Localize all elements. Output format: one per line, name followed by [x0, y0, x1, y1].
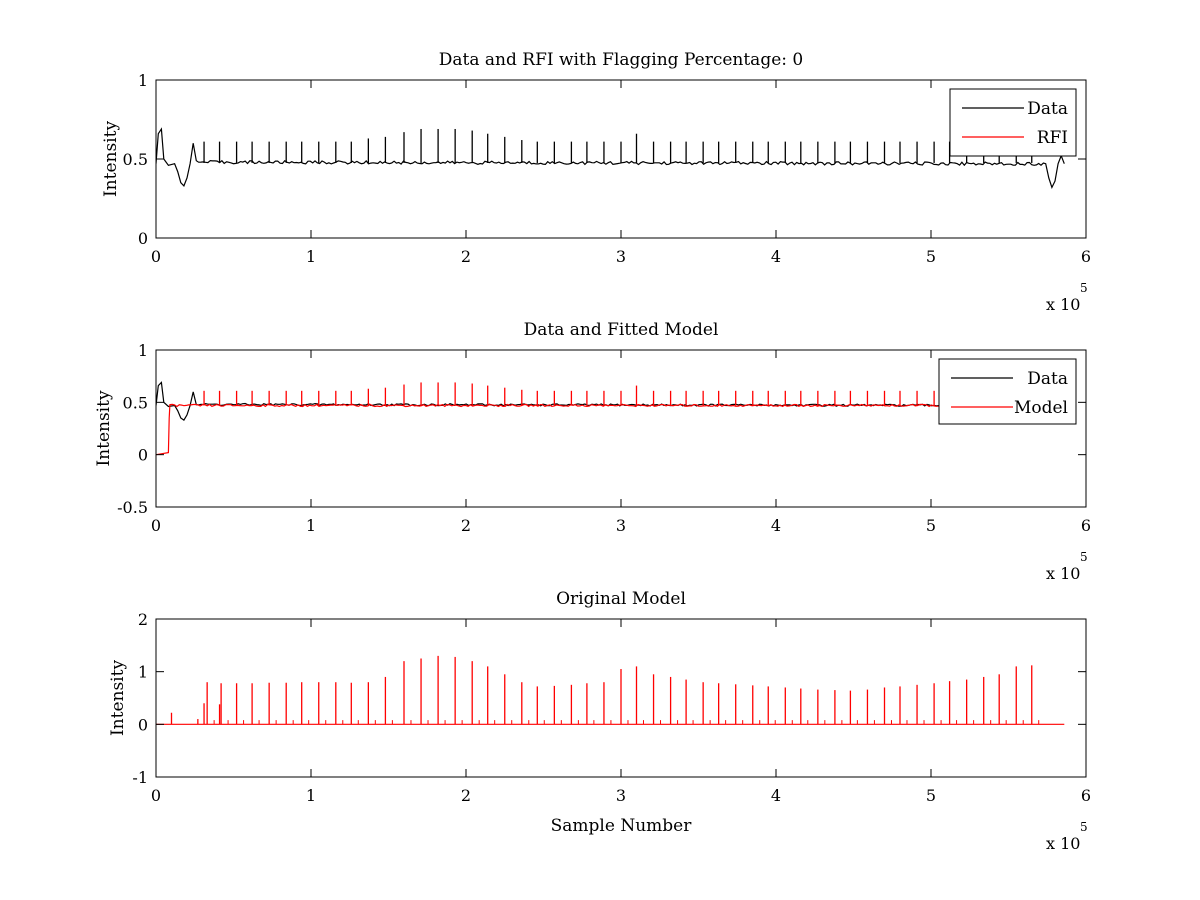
x-axis-label: Sample Number	[551, 816, 693, 836]
x-tick-label: 1	[306, 247, 316, 266]
chart-title: Data and RFI with Flagging Percentage: 0	[439, 50, 803, 70]
x-tick-label: 3	[616, 516, 626, 535]
plot-area	[156, 127, 1065, 189]
y-tick-label: 1	[138, 71, 148, 90]
x-tick-label: 0	[151, 247, 161, 266]
panel-1: Data and RFI with Flagging Percentage: 0…	[101, 50, 1091, 314]
y-tick-label: 2	[138, 610, 148, 629]
y-tick-label: 0	[138, 446, 148, 465]
y-tick-label: 1	[138, 663, 148, 682]
legend: Data RFI	[949, 88, 1077, 157]
series-line-model	[156, 403, 1065, 456]
x-tick-label: 4	[771, 247, 781, 266]
x-tick-label: 4	[771, 516, 781, 535]
x-exponent-base: x 10	[1046, 295, 1080, 314]
x-tick-label: 3	[616, 786, 626, 805]
x-tick-label: 4	[771, 786, 781, 805]
series-line-data	[156, 381, 1065, 421]
x-tick-label: 2	[461, 516, 471, 535]
legend-box	[949, 88, 1077, 157]
series-line-data	[156, 127, 1065, 189]
plot-area	[156, 655, 1065, 725]
x-tick-label: 0	[151, 516, 161, 535]
x-exponent-power: 5	[1080, 550, 1088, 564]
x-exponent-power: 5	[1080, 281, 1088, 295]
x-tick-label: 2	[461, 786, 471, 805]
x-tick-label: 6	[1081, 247, 1091, 266]
x-tick-label: 1	[306, 516, 316, 535]
legend-label-rfi: RFI	[1037, 128, 1068, 148]
x-tick-label: 0	[151, 786, 161, 805]
x-tick-label: 5	[926, 247, 936, 266]
x-tick-label: 1	[306, 786, 316, 805]
x-tick-label: 6	[1081, 516, 1091, 535]
y-axis-label: Intensity	[94, 390, 114, 466]
x-exponent-power: 5	[1080, 820, 1088, 834]
legend: Data Model	[938, 358, 1077, 425]
y-tick-label: -0.5	[117, 498, 148, 517]
y-axis-label: Intensity	[108, 660, 128, 736]
x-tick-label: 5	[926, 516, 936, 535]
y-tick-label: 0	[138, 715, 148, 734]
x-tick-label: 5	[926, 786, 936, 805]
x-exponent-base: x 10	[1046, 834, 1080, 853]
y-axis-label: Intensity	[101, 121, 121, 197]
chart-title: Original Model	[556, 589, 686, 609]
x-exponent-base: x 10	[1046, 564, 1080, 583]
y-tick-label: 0	[138, 229, 148, 248]
x-tick-label: 2	[461, 247, 471, 266]
chart-title: Data and Fitted Model	[524, 320, 719, 340]
legend-label-data: Data	[1027, 369, 1068, 389]
y-tick-label: 0.5	[123, 150, 148, 169]
legend-box	[938, 358, 1077, 425]
x-tick-label: 3	[616, 247, 626, 266]
y-tick-label: 0.5	[123, 393, 148, 412]
y-tick-label: 1	[138, 341, 148, 360]
x-tick-label: 6	[1081, 786, 1091, 805]
plot-area	[156, 381, 1065, 456]
legend-label-model: Model	[1014, 398, 1068, 418]
legend-label-data: Data	[1027, 99, 1068, 119]
y-tick-label: -1	[132, 768, 148, 787]
